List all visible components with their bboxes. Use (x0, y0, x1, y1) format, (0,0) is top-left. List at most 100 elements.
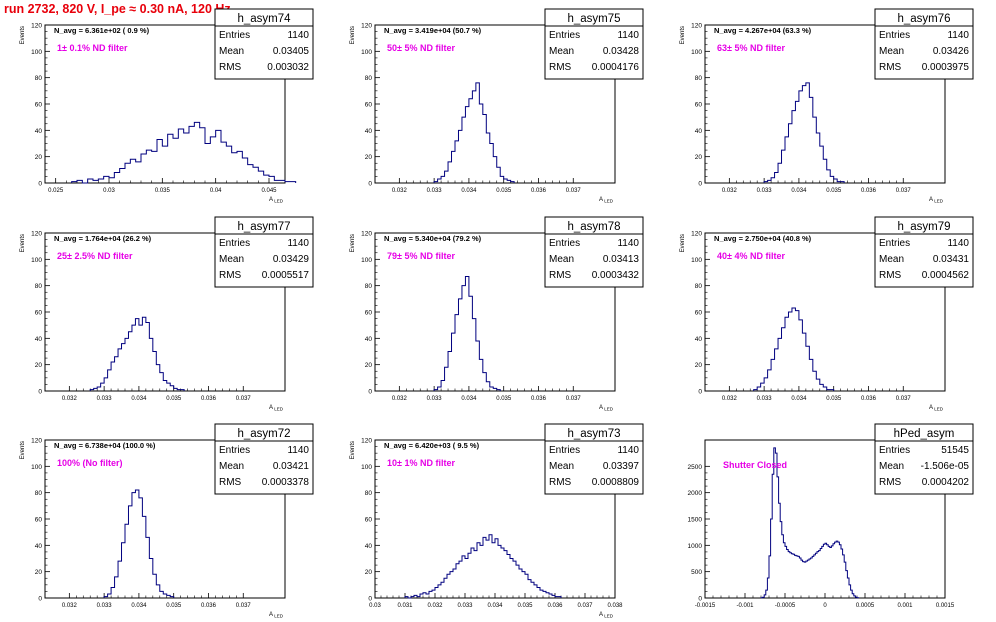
y-tick-label: 120 (361, 438, 372, 445)
y-tick-label: 20 (365, 362, 373, 369)
stats-label: Mean (879, 46, 904, 57)
stats-box (874, 25, 974, 80)
x-tick-label: 0.035 (826, 396, 842, 402)
y-tick-label: 500 (691, 569, 702, 576)
x-tick-label: 0.033 (457, 603, 473, 609)
y-tick-label: 20 (695, 154, 703, 161)
stats-label: Mean (879, 254, 904, 265)
y-tick-label: 80 (695, 75, 703, 82)
stats-label: Mean (549, 254, 574, 265)
stats-value: 0.0008809 (592, 477, 640, 488)
stats-label: RMS (549, 270, 572, 281)
stats-value: 0.03426 (933, 46, 970, 57)
histogram-panel-h_asym73: 0 20 40 60 80 100 120 0.03 0.031 0.032 0.033 0.034 0… (350, 423, 644, 619)
stats-value: 1140 (947, 30, 969, 41)
y-tick-label: 120 (361, 23, 372, 30)
y-tick-label: 1000 (688, 543, 703, 550)
stats-box (214, 440, 314, 495)
filter-note: 1± 0.1% ND filter (57, 43, 128, 53)
stats-label: Entries (879, 445, 910, 456)
x-tick-label: 0.036 (531, 396, 547, 402)
y-tick-label: 0 (38, 596, 42, 603)
histogram-panel-hPed_asym: 0 500 1000 1500 2000 2500 -0.0015 -0.001 -0.0005… (688, 423, 974, 609)
stats-label: RMS (879, 62, 902, 73)
y-tick-label: 120 (31, 231, 42, 238)
stats-value: 1140 (947, 238, 969, 249)
filter-note: 50± 5% ND filter (387, 43, 455, 53)
y-axis-label: Events (20, 441, 26, 459)
x-tick-label: 0.034 (791, 188, 807, 194)
x-tick-label: 0.025 (48, 188, 64, 194)
stats-label: Mean (549, 461, 574, 472)
x-tick-label: 0.037 (236, 603, 252, 609)
y-tick-label: 0 (368, 596, 372, 603)
x-tick-label: 0.032 (722, 396, 738, 402)
y-axis-label: Events (680, 26, 686, 44)
histogram-series (89, 316, 185, 391)
y-tick-label: 100 (31, 49, 42, 56)
x-axis-label: A LED (929, 405, 944, 412)
histogram-panel-h_asym77: 0 20 40 60 80 100 120 0.032 0.033 0.034 0.035 0.036… (20, 216, 314, 412)
histogram-title: h_asym74 (237, 13, 291, 25)
navg-label: N_avg = 4.267e+04 (63.3 %) (714, 26, 812, 35)
histogram-title: h_asym72 (237, 428, 290, 440)
x-tick-label: 0.036 (861, 396, 877, 402)
x-tick-label: 0.036 (531, 188, 547, 194)
y-tick-label: 60 (365, 102, 373, 109)
stats-value: 0.0003432 (592, 270, 640, 281)
stats-label: RMS (879, 477, 902, 488)
x-axis-label: A LED (599, 612, 614, 619)
x-tick-label: 0.034 (487, 603, 503, 609)
stats-value: 0.0003975 (922, 62, 970, 73)
stats-value: 1140 (617, 238, 639, 249)
stats-label: Mean (549, 46, 574, 57)
x-tick-label: 0 (823, 603, 827, 609)
histogram-title: h_asym79 (897, 221, 950, 233)
y-tick-label: 120 (31, 23, 42, 30)
stats-box (874, 440, 974, 495)
stats-label: Mean (879, 461, 904, 472)
y-tick-label: 120 (691, 231, 702, 238)
x-tick-label: 0.037 (236, 396, 252, 402)
histogram-series (760, 447, 860, 599)
x-tick-label: 0.03 (369, 603, 381, 609)
x-tick-label: 0.033 (427, 188, 443, 194)
stats-value: 1140 (287, 238, 309, 249)
y-tick-label: 0 (368, 181, 372, 188)
y-tick-label: 40 (35, 336, 43, 343)
stats-label: RMS (879, 270, 902, 281)
filter-note: 25± 2.5% ND filter (57, 251, 133, 261)
filter-note: 40± 4% ND filter (717, 251, 785, 261)
x-tick-label: -0.0015 (695, 603, 716, 609)
x-tick-label: 0.035 (166, 396, 182, 402)
x-axis-label: A LED (269, 197, 284, 204)
stats-value: 0.0004202 (922, 477, 970, 488)
y-tick-label: 100 (361, 464, 372, 471)
y-tick-label: 40 (365, 336, 373, 343)
histogram-panel-h_asym79: 0 20 40 60 80 100 120 0.032 0.033 0.034 0.035 0.036… (680, 216, 974, 412)
x-tick-label: 0.034 (131, 603, 147, 609)
y-axis-label: Events (680, 234, 686, 252)
x-tick-label: 0.001 (897, 603, 913, 609)
y-tick-label: 80 (35, 75, 43, 82)
x-axis-label: A LED (599, 197, 614, 204)
y-tick-label: 20 (695, 362, 703, 369)
x-axis-label: A LED (269, 612, 284, 619)
stats-label: Entries (549, 238, 580, 249)
y-tick-label: 0 (698, 389, 702, 396)
x-tick-label: 0.034 (461, 188, 477, 194)
stats-label: Entries (879, 238, 910, 249)
histogram-panel-h_asym75: 0 20 40 60 80 100 120 0.032 0.033 0.034 0.035 0.036… (350, 8, 644, 204)
y-tick-label: 40 (695, 128, 703, 135)
stats-value: 1140 (287, 445, 309, 456)
y-tick-label: 60 (35, 310, 43, 317)
y-tick-label: 80 (365, 490, 373, 497)
x-axis-label: A LED (269, 405, 284, 412)
stats-box (544, 440, 644, 495)
navg-label: N_avg = 2.750e+04 (40.8 %) (714, 234, 812, 243)
y-axis-label: Events (20, 26, 26, 44)
y-tick-label: 100 (691, 49, 702, 56)
stats-value: 0.03405 (273, 46, 310, 57)
y-tick-label: 0 (368, 389, 372, 396)
